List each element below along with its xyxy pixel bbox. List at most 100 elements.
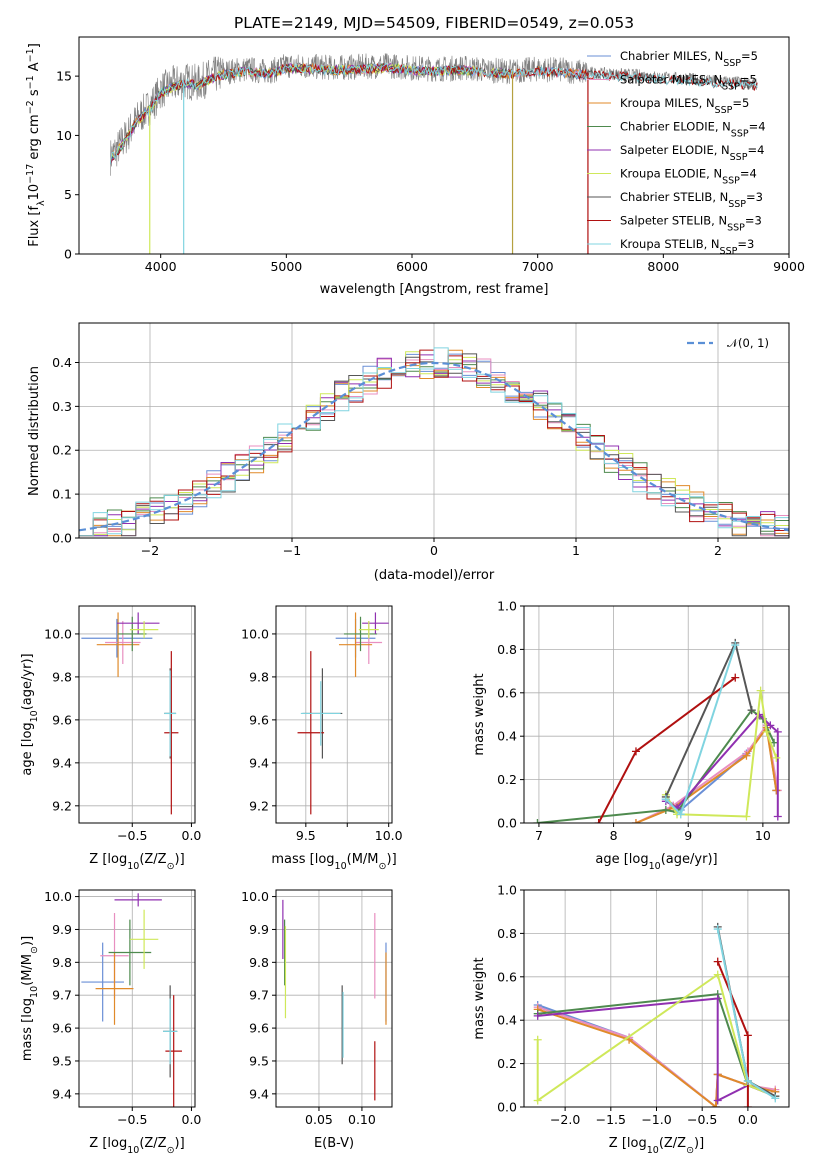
plot-area <box>81 612 179 815</box>
label-part: Salpeter ELODIE, N <box>620 143 730 157</box>
label-part: SSP <box>728 199 746 210</box>
normal-curve <box>79 361 789 532</box>
axes-frame <box>523 605 790 824</box>
x-tick-label: 2 <box>714 543 722 558</box>
label-part: 10 <box>27 184 42 201</box>
legend: 𝒩(0, 1) <box>687 336 769 350</box>
label-part: =5 <box>741 49 758 63</box>
y-tick-label: 9.8 <box>52 955 72 970</box>
weights_vs_Z-panel: −2.0 −1.5 −1.0 −0.5 0.0 0.0 0.2 0.4 0.6 0.8 1.0 <box>497 883 790 1127</box>
weight-marker <box>731 673 740 682</box>
x-tick-label: −2 <box>141 543 159 558</box>
weight-marker <box>772 786 781 795</box>
label-part: Kroupa STELIB, N <box>620 237 720 251</box>
label-part: Normed distribution <box>27 366 42 496</box>
label-part: (age/yr)] <box>661 852 718 867</box>
y-tick-label: 9.4 <box>52 1086 72 1101</box>
legend-entry: Chabrier MILES, NSSP=5 <box>620 49 758 69</box>
label-part: mass weight <box>472 957 487 1039</box>
grid-lines <box>276 890 392 1107</box>
y-tick-label: 10 <box>56 128 72 143</box>
x-tick-label: 7000 <box>522 259 554 274</box>
label-part: SSP <box>722 175 740 186</box>
model-spectrum-line <box>109 62 758 165</box>
y-tick-label: 0.0 <box>52 531 72 546</box>
weight-marker <box>713 957 722 966</box>
label-part: (M/M <box>20 954 35 986</box>
y-tick-label: 0.4 <box>52 355 72 370</box>
weight-marker <box>731 641 740 650</box>
weight-marker <box>743 1031 752 1040</box>
model-spectrum-line <box>109 62 588 164</box>
plot-area <box>533 638 782 823</box>
y-tick-label: 9.4 <box>52 755 72 770</box>
legend-entry: Kroupa MILES, NSSP=5 <box>620 96 749 116</box>
y-tick-label: 9.6 <box>52 1021 72 1036</box>
y-axis-label: Normed distribution <box>27 366 42 496</box>
weight-marker <box>533 1035 542 1044</box>
weights_vs_age-panel: 7 8 9 10 0.0 0.2 0.4 0.6 0.8 1.0 <box>497 599 790 843</box>
y-tick-label: 0.0 <box>497 816 517 831</box>
label-part: (Z/Z <box>659 1136 686 1151</box>
label-part: Chabrier ELODIE, N <box>620 120 731 134</box>
label-part: =4 <box>749 120 766 134</box>
weight-marker <box>711 1103 720 1107</box>
y-tick-label: 0.2 <box>52 443 72 458</box>
label-part: (M/M <box>347 852 379 867</box>
weight-marker <box>773 812 782 821</box>
label-part: Salpeter STELIB, N <box>620 214 727 228</box>
y-tick-label: 9.4 <box>249 755 269 770</box>
y-tick-label: 0.1 <box>52 487 72 502</box>
y-axis-label: mass [log10(M/M⊙)] <box>20 936 40 1061</box>
x-axis-label: E(B-V) <box>314 1136 354 1151</box>
y-tick-label: 5 <box>64 187 72 202</box>
y-axis-label: age [log10(age/yr)] <box>20 653 40 775</box>
label-part: mass weight <box>472 673 487 755</box>
label-part: )] <box>20 936 35 946</box>
label-part: age [log <box>595 852 648 867</box>
x-tick-label: 10 <box>755 828 771 843</box>
weight-marker <box>533 1011 542 1020</box>
plot-area <box>533 922 780 1107</box>
plot-area <box>282 899 387 1101</box>
x-tick-label: 4000 <box>145 259 177 274</box>
y-tick-label: 0.4 <box>497 1013 517 1028</box>
y-tick-label: 0.3 <box>52 399 72 414</box>
label-part: ⊙ <box>686 1145 694 1156</box>
legend-entry: Kroupa ELODIE, NSSP=4 <box>620 167 757 187</box>
x-tick-label: 0 <box>430 543 438 558</box>
mass_vs_Z-panel: −0.5 0.0 9.4 9.5 9.6 9.7 9.8 9.9 10.0 <box>44 889 201 1127</box>
y-tick-label: 0.0 <box>497 1100 517 1115</box>
label-part: −2 <box>25 100 36 114</box>
label-part: Z [log <box>609 1136 647 1151</box>
y-tick-label: 9.9 <box>249 922 269 937</box>
y-axis-label: mass weight <box>472 673 487 755</box>
y-tick-label: 0 <box>64 247 72 262</box>
label-part: 10 <box>29 710 40 722</box>
grid-lines <box>79 890 195 1107</box>
label-part: wavelength [Angstrom, rest frame] <box>320 282 549 297</box>
y-tick-label: 10.0 <box>241 889 269 904</box>
x-tick-label: −2.0 <box>550 1112 580 1127</box>
y-tick-label: 15 <box>56 69 72 84</box>
label-part: SSP <box>715 105 733 116</box>
y-axis-label: mass weight <box>472 957 487 1039</box>
weight-line <box>716 928 776 1100</box>
weight-marker <box>771 1094 780 1103</box>
label-part: Z [log <box>89 1136 127 1151</box>
axes-frame <box>78 322 790 539</box>
axes-frame <box>78 889 196 1108</box>
x-axis-label: wavelength [Angstrom, rest frame] <box>320 282 549 297</box>
y-tick-label: 10.0 <box>44 889 72 904</box>
y-tick-label: 9.8 <box>52 669 72 684</box>
label-part: SSP <box>720 246 738 257</box>
y-axis-label: Flux [fλ10−17 erg cm−2 s−1 A−1] <box>25 43 47 247</box>
weight-marker <box>533 819 542 823</box>
label-part: Kroupa MILES, N <box>620 96 715 110</box>
weight-marker <box>743 1076 752 1085</box>
label-part: SSP <box>730 152 748 163</box>
x-tick-label: 8000 <box>647 259 679 274</box>
weight-marker <box>713 994 722 1003</box>
